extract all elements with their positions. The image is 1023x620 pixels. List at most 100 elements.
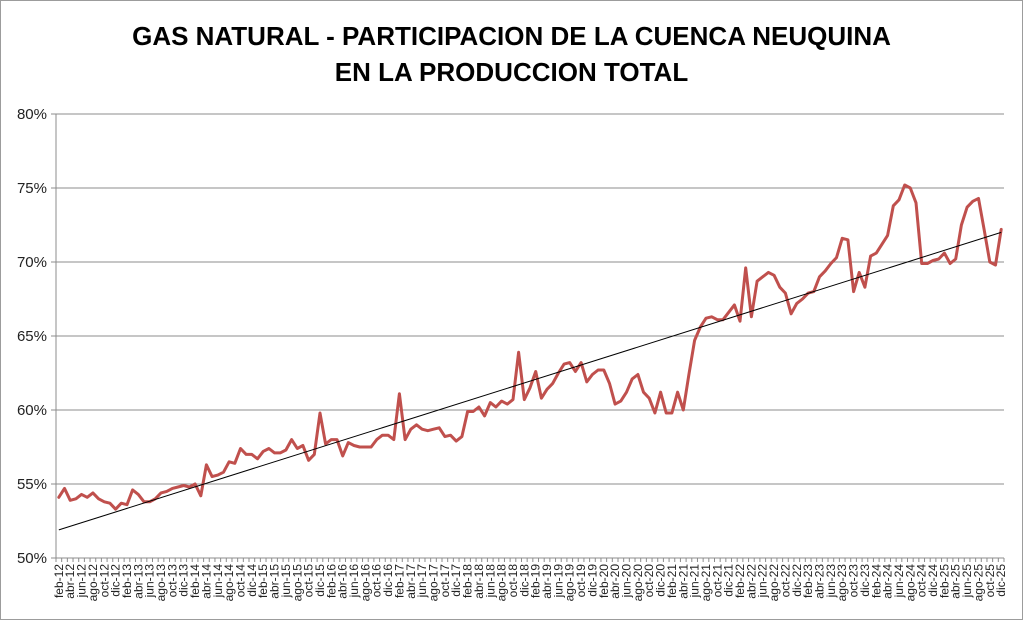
- x-tick-label: oct-23: [847, 564, 861, 598]
- y-axis-ticks: 50% 55% 60% 65% 70% 75% 80%: [17, 106, 56, 567]
- x-tick-label: dic-24: [926, 564, 940, 597]
- x-tick-label: abr-12: [63, 564, 77, 599]
- x-tick-label: oct-21: [710, 564, 724, 598]
- y-tick-label: 50%: [17, 550, 47, 567]
- x-tick-label: feb-15: [256, 564, 270, 598]
- x-tick-label: ago-22: [767, 564, 781, 602]
- trendline-group: [58, 231, 1002, 531]
- y-tick-label: 80%: [17, 106, 47, 123]
- x-tick-label: feb-20: [597, 564, 611, 598]
- x-tick-label: jun-25: [960, 564, 974, 599]
- x-tick-label: dic-23: [858, 564, 872, 597]
- x-tick-label: abr-15: [268, 564, 282, 599]
- y-tick-label: 65%: [17, 328, 47, 345]
- trendline: [58, 231, 1002, 531]
- x-tick-label: feb-21: [665, 564, 679, 598]
- x-tick-label: ago-24: [903, 564, 917, 602]
- x-tick-label: oct-13: [165, 564, 179, 598]
- series-group: [57, 183, 1003, 511]
- x-tick-label: oct-22: [778, 564, 792, 598]
- x-tick-label: feb-18: [461, 564, 475, 598]
- x-tick-label: feb-17: [392, 564, 406, 598]
- x-tick-label: jun-21: [688, 564, 702, 599]
- x-tick-label: ago-21: [699, 564, 713, 602]
- x-tick-label: dic-20: [654, 564, 668, 597]
- x-tick-label: feb-22: [733, 564, 747, 598]
- x-tick-label: dic-21: [722, 564, 736, 597]
- x-tick-label: abr-25: [949, 564, 963, 599]
- x-tick-label: ago-15: [290, 564, 304, 602]
- x-tick-label: jun-19: [551, 564, 565, 599]
- x-tick-label: feb-25: [937, 564, 951, 598]
- x-tick-label: dic-25: [994, 564, 1008, 597]
- x-tick-label: ago-16: [358, 564, 372, 602]
- x-tick-label: dic-16: [381, 564, 395, 597]
- x-tick-label: jun-12: [75, 564, 89, 599]
- x-tick-label: ago-25: [971, 564, 985, 602]
- x-tick-label: ago-20: [631, 564, 645, 602]
- x-tick-label: jun-15: [279, 564, 293, 599]
- x-tick-label: feb-12: [52, 564, 66, 598]
- x-tick-label: jun-14: [211, 564, 225, 599]
- x-tick-label: dic-12: [109, 564, 123, 597]
- x-tick-label: abr-13: [131, 564, 145, 599]
- x-tick-label: abr-20: [608, 564, 622, 599]
- x-tick-label: abr-23: [813, 564, 827, 599]
- x-tick-label: oct-20: [642, 564, 656, 598]
- x-tick-label: jun-13: [143, 564, 157, 599]
- x-tick-label: dic-18: [517, 564, 531, 597]
- x-tick-label: feb-23: [801, 564, 815, 598]
- x-tick-label: dic-15: [313, 564, 327, 597]
- x-tick-label: ago-14: [222, 564, 236, 602]
- x-tick-label: oct-14: [233, 564, 247, 598]
- x-tick-label: ago-17: [426, 564, 440, 602]
- x-tick-label: ago-13: [154, 564, 168, 602]
- chart-title-line-1: GAS NATURAL - PARTICIPACION DE LA CUENCA…: [132, 21, 891, 51]
- x-tick-label: abr-16: [336, 564, 350, 599]
- x-axis-ticks: feb-12abr-12jun-12ago-12oct-12dic-12feb-…: [52, 558, 1008, 601]
- x-tick-label: oct-16: [370, 564, 384, 598]
- x-tick-label: dic-14: [245, 564, 259, 597]
- x-tick-label: dic-22: [790, 564, 804, 597]
- x-tick-label: oct-12: [97, 564, 111, 598]
- x-tick-label: ago-18: [495, 564, 509, 602]
- x-tick-label: abr-24: [881, 564, 895, 599]
- x-tick-label: abr-18: [472, 564, 486, 599]
- x-tick-label: dic-13: [177, 564, 191, 597]
- x-tick-label: abr-17: [404, 564, 418, 599]
- y-tick-label: 60%: [17, 402, 47, 419]
- x-tick-label: feb-19: [529, 564, 543, 598]
- x-tick-label: feb-24: [869, 564, 883, 598]
- x-tick-label: oct-18: [506, 564, 520, 598]
- x-tick-label: oct-17: [438, 564, 452, 598]
- chart-title: GAS NATURAL - PARTICIPACION DE LA CUENCA…: [0, 18, 1023, 90]
- x-tick-label: abr-14: [199, 564, 213, 599]
- x-tick-label: oct-19: [574, 564, 588, 598]
- x-tick-label: feb-13: [120, 564, 134, 598]
- series-line-neuquina: [57, 183, 1003, 511]
- x-tick-label: jun-23: [824, 564, 838, 599]
- x-tick-label: ago-12: [86, 564, 100, 602]
- x-tick-label: abr-21: [676, 564, 690, 599]
- x-tick-label: jun-24: [892, 564, 906, 599]
- x-tick-label: jun-18: [483, 564, 497, 599]
- x-tick-label: jun-17: [415, 564, 429, 599]
- x-tick-label: oct-15: [302, 564, 316, 598]
- y-tick-label: 75%: [17, 180, 47, 197]
- x-tick-label: oct-24: [915, 564, 929, 598]
- gridlines: [56, 113, 1004, 485]
- x-tick-label: jun-22: [756, 564, 770, 599]
- x-tick-label: feb-14: [188, 564, 202, 598]
- x-tick-label: dic-17: [449, 564, 463, 597]
- x-tick-label: abr-19: [540, 564, 554, 599]
- x-tick-label: ago-23: [835, 564, 849, 602]
- x-tick-label: dic-19: [585, 564, 599, 597]
- chart-title-line-2: EN LA PRODUCCION TOTAL: [334, 57, 689, 87]
- y-tick-label: 55%: [17, 476, 47, 493]
- x-tick-label: ago-19: [563, 564, 577, 602]
- y-tick-label: 70%: [17, 254, 47, 271]
- x-tick-label: jun-16: [347, 564, 361, 599]
- x-tick-label: jun-20: [620, 564, 634, 599]
